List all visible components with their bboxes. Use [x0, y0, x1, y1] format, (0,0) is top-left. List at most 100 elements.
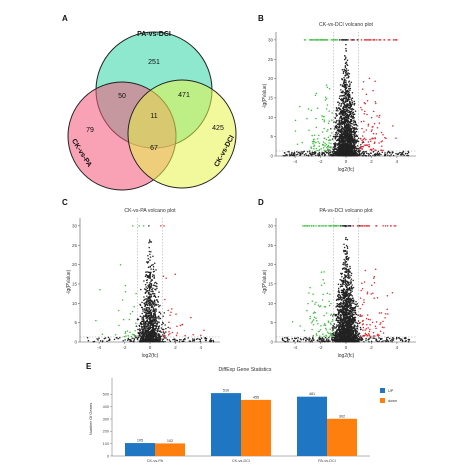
ns-point [331, 138, 334, 140]
up-point [363, 101, 366, 104]
ns-point [339, 133, 342, 136]
up-point [162, 335, 165, 337]
ns-point [344, 111, 346, 113]
up-point [363, 120, 365, 123]
ns-point [309, 153, 312, 156]
ns-point [154, 288, 156, 291]
ns-point [346, 238, 349, 241]
ns-point [342, 298, 345, 300]
down-point [122, 318, 125, 321]
ns-point [352, 326, 354, 328]
ns-point [140, 288, 142, 291]
ns-point [351, 97, 354, 100]
ns-point [346, 109, 349, 112]
ns-point [348, 73, 351, 75]
ns-point [152, 338, 155, 340]
ns-point [337, 147, 340, 150]
venn-circle-2 [127, 79, 237, 189]
ns-point [199, 340, 202, 343]
ns-point [344, 88, 347, 91]
up-point [190, 316, 192, 319]
ns-point [141, 301, 143, 304]
ns-point [348, 295, 351, 297]
ns-point [345, 87, 348, 89]
ns-point [347, 277, 349, 279]
up-point [362, 81, 365, 83]
ns-point [347, 149, 350, 151]
ns-point [191, 338, 194, 340]
ns-point [340, 124, 342, 126]
up-point [372, 147, 375, 150]
ns-point [348, 85, 351, 88]
ns-point [353, 100, 356, 103]
ns-point [150, 309, 152, 311]
up-point [368, 143, 370, 146]
ns-point [309, 152, 312, 155]
ns-point [162, 322, 164, 325]
down-point [330, 147, 332, 149]
ns-point [305, 154, 308, 157]
ns-point [160, 335, 162, 337]
ns-point [356, 39, 359, 41]
ns-point [345, 120, 348, 123]
ns-point [343, 77, 345, 79]
ns-point [318, 152, 321, 154]
up-point [176, 332, 179, 334]
ns-point [345, 244, 348, 247]
ns-point [356, 128, 358, 130]
ns-point [406, 154, 408, 157]
ns-point [335, 143, 338, 145]
ns-point [101, 340, 104, 343]
ns-point [146, 271, 148, 273]
down-point [317, 39, 320, 41]
ns-point [341, 117, 343, 120]
ns-point [212, 339, 215, 342]
ns-point [369, 155, 372, 157]
ns-point [346, 322, 348, 324]
ns-point [147, 303, 149, 305]
down-point [325, 84, 328, 86]
ns-point [354, 128, 356, 131]
down-point [328, 120, 330, 122]
down-point [129, 331, 131, 333]
down-point [310, 147, 313, 149]
ns-point [337, 101, 339, 103]
up-point [362, 141, 364, 143]
ns-point [337, 313, 340, 316]
ns-point [343, 153, 346, 155]
ns-point [338, 142, 341, 144]
ns-point [353, 328, 355, 330]
ns-point [174, 341, 176, 343]
ns-point [342, 94, 345, 97]
ns-point [343, 246, 346, 249]
ns-point [145, 286, 147, 288]
ns-point [150, 303, 153, 306]
volcano-title: PA-vs-DCI volcano plot [319, 208, 373, 214]
ns-point [341, 268, 344, 270]
ns-point [150, 285, 153, 287]
ns-point [342, 97, 345, 100]
ns-point [145, 309, 148, 311]
ns-point [346, 280, 349, 283]
ns-point [156, 287, 158, 290]
up-point [359, 137, 362, 140]
ns-point [142, 320, 144, 323]
ns-point [338, 311, 341, 314]
down-point [326, 145, 329, 148]
up-point [171, 308, 173, 310]
ns-point [159, 317, 162, 320]
ns-point [122, 339, 124, 342]
ns-point [313, 153, 316, 155]
ns-point [338, 145, 340, 148]
ns-point [209, 339, 212, 341]
ns-point [343, 139, 346, 141]
ns-point [156, 323, 158, 326]
ns-point [346, 149, 348, 152]
down-point [315, 126, 318, 129]
ns-point [336, 152, 339, 155]
ns-point [333, 313, 335, 315]
ns-point [346, 64, 349, 66]
ns-point [345, 123, 348, 125]
ns-point [147, 277, 150, 279]
ns-point [157, 303, 159, 306]
